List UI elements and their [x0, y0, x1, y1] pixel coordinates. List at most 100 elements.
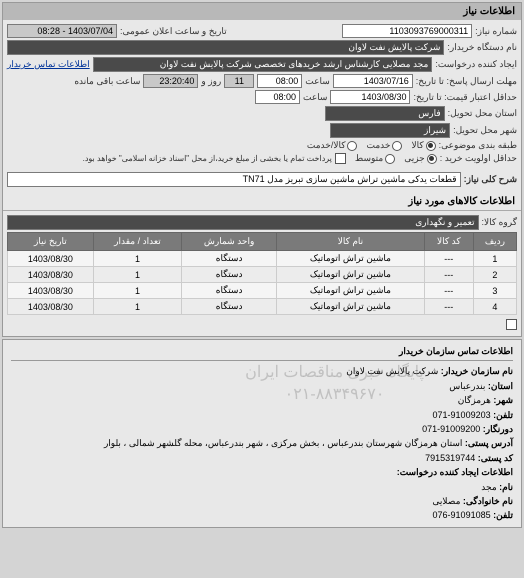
goods-table: ردیف کد کالا نام کالا واحد شمارش تعداد /… — [7, 232, 517, 315]
radio-goods-service[interactable]: کالا/خدمت — [307, 140, 358, 151]
valid-time: 08:00 — [255, 90, 300, 104]
pack-label: طبقه بندی موضوعی: — [439, 140, 517, 151]
th-row: ردیف — [473, 233, 516, 251]
table-cell: --- — [424, 267, 473, 283]
tel-value: 91009203-071 — [433, 410, 491, 420]
announce-label: تاریخ و ساعت اعلان عمومی: — [120, 26, 227, 37]
remain-label: ساعت باقی مانده — [74, 76, 140, 87]
radio-dot-icon — [426, 141, 436, 151]
group-label: گروه کالا: — [482, 217, 517, 228]
th-qty: تعداد / مقدار — [93, 233, 181, 251]
desc-label: شرح کلی نیاز: — [464, 174, 517, 185]
tel2-value: 91091085-076 — [433, 510, 491, 520]
time-label-2: ساعت — [303, 92, 328, 103]
addr-label: آدرس پستی: — [465, 438, 513, 448]
table-cell: 1403/08/30 — [8, 283, 94, 299]
panel-title: اطلاعات نیاز — [3, 3, 521, 20]
table-row: 3---ماشین تراش اتوماتیکدستگاه11403/08/30 — [8, 283, 517, 299]
desc-value: قطعات یدکی ماشین تراش ماشین سازی تبریز م… — [7, 172, 461, 187]
table-cell: دستگاه — [182, 251, 277, 267]
priority-label: حداقل اولویت خرید : — [440, 153, 517, 164]
day-label: روز و — [201, 76, 221, 87]
org-label: نام سازمان خریدار: — [441, 366, 513, 376]
family-label: نام خانوادگی: — [463, 496, 513, 506]
city-value: شیراز — [330, 123, 450, 138]
req-creator-header: اطلاعات ایجاد کننده درخواست: — [397, 467, 513, 477]
creator-value: مجد مصلایی کارشناس ارشد خریدهای تخصصی شر… — [93, 57, 433, 72]
contact-link[interactable]: اطلاعات تماس خریدار — [7, 59, 90, 70]
post-label: کد پستی: — [478, 453, 513, 463]
tel-label: تلفن: — [493, 410, 513, 420]
table-cell: ماشین تراش اتوماتیک — [277, 283, 425, 299]
table-cell: 1403/08/30 — [8, 251, 94, 267]
table-cell: --- — [424, 299, 473, 315]
table-cell: ماشین تراش اتوماتیک — [277, 299, 425, 315]
name-label: نام: — [499, 482, 513, 492]
table-cell: 1 — [93, 299, 181, 315]
table-cell: 1 — [93, 283, 181, 299]
th-name: نام کالا — [277, 233, 425, 251]
table-cell: ماشین تراش اتوماتیک — [277, 251, 425, 267]
province-label: استان محل تحویل: — [448, 108, 517, 119]
city-label: شهر محل تحویل: — [453, 125, 517, 136]
table-cell: 1403/08/30 — [8, 267, 94, 283]
days-remain: 11 — [224, 74, 254, 88]
family-value: مصلایی — [432, 496, 460, 506]
radio-partial[interactable]: جزیی — [404, 153, 437, 164]
city2-value: هرمزگان — [458, 395, 491, 405]
deadline-send-time: 08:00 — [257, 74, 302, 88]
buyer-device-label: نام دستگاه خریدار: — [447, 42, 517, 53]
th-unit: واحد شمارش — [182, 233, 277, 251]
creator-label: ایجاد کننده درخواست: — [435, 59, 517, 70]
radio-service[interactable]: خدمت — [366, 140, 402, 151]
req-no-value: 1103093769000311 — [342, 24, 472, 38]
radio-dot-icon — [427, 154, 437, 164]
table-cell: --- — [424, 283, 473, 299]
radio-medium[interactable]: متوسط — [355, 153, 395, 164]
table-cell: 1 — [473, 251, 516, 267]
contact-header: اطلاعات تماس سازمان خریدار — [11, 344, 513, 361]
deadline-send-date: 1403/07/16 — [333, 74, 413, 88]
prov2-value: بندرعباس — [449, 381, 485, 391]
table-cell: 4 — [473, 299, 516, 315]
tel2-label: تلفن: — [493, 510, 513, 520]
th-date: تاریخ نیاز — [8, 233, 94, 251]
radio-dot-icon — [385, 154, 395, 164]
table-cell: دستگاه — [182, 299, 277, 315]
radio-goods[interactable]: کالا — [411, 140, 435, 151]
checkbox-bottom[interactable] — [506, 319, 517, 330]
table-row: 2---ماشین تراش اتوماتیکدستگاه11403/08/30 — [8, 267, 517, 283]
org-value: شرکت پالایش نفت لاوان — [346, 366, 438, 376]
deadline-send-label: مهلت ارسال پاسخ: تا تاریخ: — [416, 76, 517, 87]
name-value: مجد — [481, 482, 496, 492]
table-cell: 1403/08/30 — [8, 299, 94, 315]
announce-value: 1403/07/04 - 08:28 — [7, 24, 117, 38]
table-cell: 3 — [473, 283, 516, 299]
fax-label: دورنگار: — [483, 424, 513, 434]
th-code: کد کالا — [424, 233, 473, 251]
group-value: تعمیر و نگهداری — [7, 215, 479, 230]
prov2-label: استان: — [488, 381, 513, 391]
table-cell: ماشین تراش اتوماتیک — [277, 267, 425, 283]
city2-label: شهر: — [493, 395, 513, 405]
priority-note: پرداخت تمام یا بخشی از مبلغ خرید،از محل … — [83, 154, 332, 163]
addr-value: استان هرمزگان شهرستان بندرعباس ، بخش مرک… — [104, 438, 462, 448]
req-no-label: شماره نیاز: — [475, 26, 517, 37]
fax-value: 91009200-071 — [422, 424, 480, 434]
table-cell: 1 — [93, 267, 181, 283]
table-cell: --- — [424, 251, 473, 267]
table-cell: 2 — [473, 267, 516, 283]
goods-info-title: اطلاعات کالاهای مورد نیاز — [3, 193, 521, 211]
province-value: فارس — [325, 106, 445, 121]
post-value: 7915319744 — [425, 453, 475, 463]
time-remain: 23:20:40 — [143, 74, 198, 88]
radio-dot-icon — [347, 141, 357, 151]
checkbox-treasury[interactable] — [335, 153, 346, 164]
buyer-device-value: شرکت پالایش نفت لاوان — [7, 40, 444, 55]
table-cell: دستگاه — [182, 267, 277, 283]
table-cell: دستگاه — [182, 283, 277, 299]
time-label-1: ساعت — [305, 76, 330, 87]
radio-dot-icon — [392, 141, 402, 151]
valid-label: حداقل اعتبار قیمت: تا تاریخ: — [413, 92, 517, 103]
table-row: 1---ماشین تراش اتوماتیکدستگاه11403/08/30 — [8, 251, 517, 267]
